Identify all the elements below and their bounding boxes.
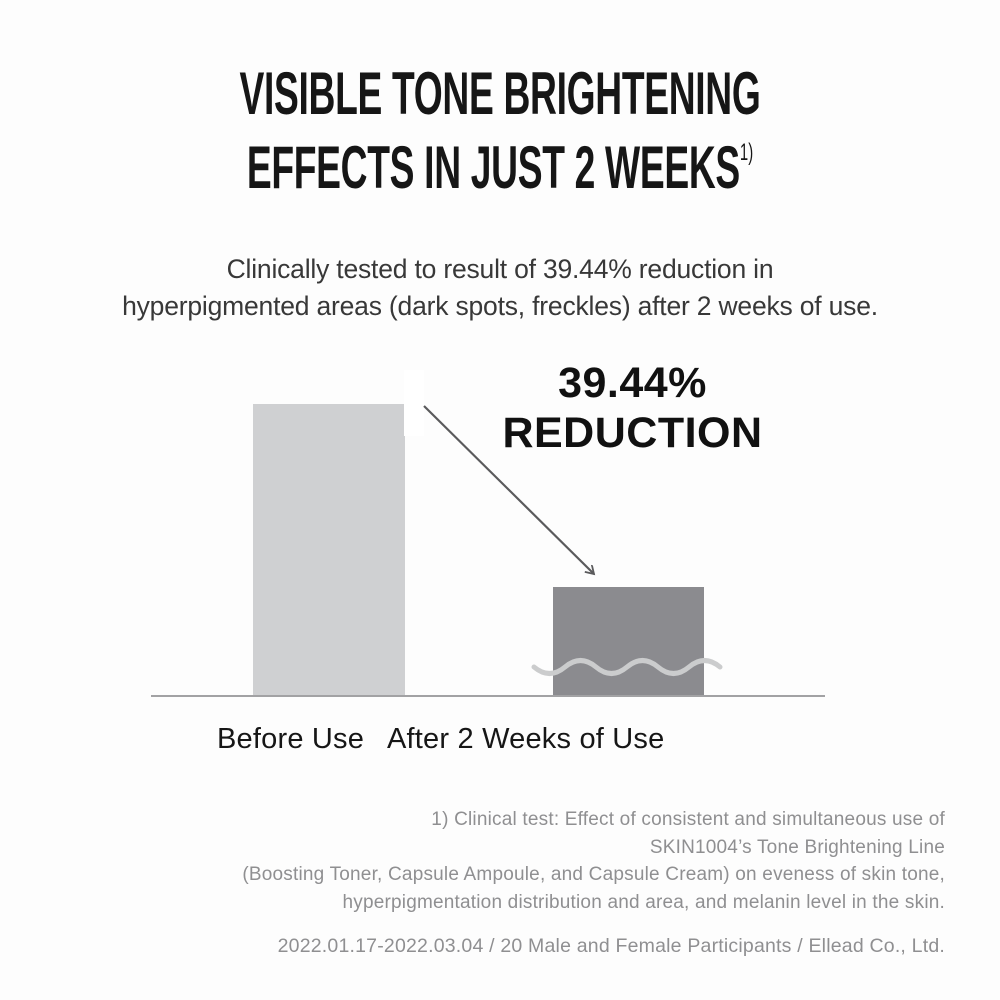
- wave-break-icon: [531, 658, 723, 676]
- reduction-arrow-icon: [423, 405, 610, 588]
- bar-before-use: [253, 404, 405, 696]
- bar-after-use: [553, 587, 704, 696]
- chart-baseline: [151, 695, 825, 697]
- reduction-word: REDUCTION: [502, 409, 763, 457]
- title-footnote-marker: 1): [739, 139, 754, 166]
- title-block: VISIBLE TONE BRIGHTENING EFFECTS IN JUST…: [0, 60, 1000, 198]
- footnote-line-1: 1) Clinical test: Effect of consistent a…: [431, 809, 945, 830]
- footnote-line-2: SKIN1004’s Tone Brightening Line: [649, 836, 945, 858]
- reduction-annotation: 39.44% REDUCTION: [450, 358, 815, 458]
- footnote-line-4: hyperpigmentation distribution and area,…: [342, 891, 945, 913]
- subtitle-line-2: hyperpigmented areas (dark spots, freckl…: [122, 290, 878, 321]
- study-source-line: 2022.01.17-2022.03.04 / 20 Male and Fema…: [277, 935, 945, 957]
- page-title-line-2-text: EFFECTS IN JUST 2 WEEKS: [246, 134, 740, 201]
- subtitle-line-1: Clinically tested to result of 39.44% re…: [226, 253, 774, 284]
- axis-label-after-use: After 2 Weeks of Use: [387, 723, 665, 755]
- page-title-line-1: VISIBLE TONE BRIGHTENING: [239, 60, 761, 127]
- footnote-line-3: (Boosting Toner, Capsule Ampoule, and Ca…: [242, 864, 945, 885]
- page-title-line-2: EFFECTS IN JUST 2 WEEKS1): [190, 123, 810, 198]
- bar-corner-highlight: [404, 370, 424, 436]
- subtitle: Clinically tested to result of 39.44% re…: [0, 251, 1000, 325]
- clinical-test-footnote: 1) Clinical test: Effect of consistent a…: [45, 806, 945, 916]
- axis-label-before-use: Before Use: [217, 723, 365, 755]
- reduction-percent: 39.44%: [558, 359, 707, 407]
